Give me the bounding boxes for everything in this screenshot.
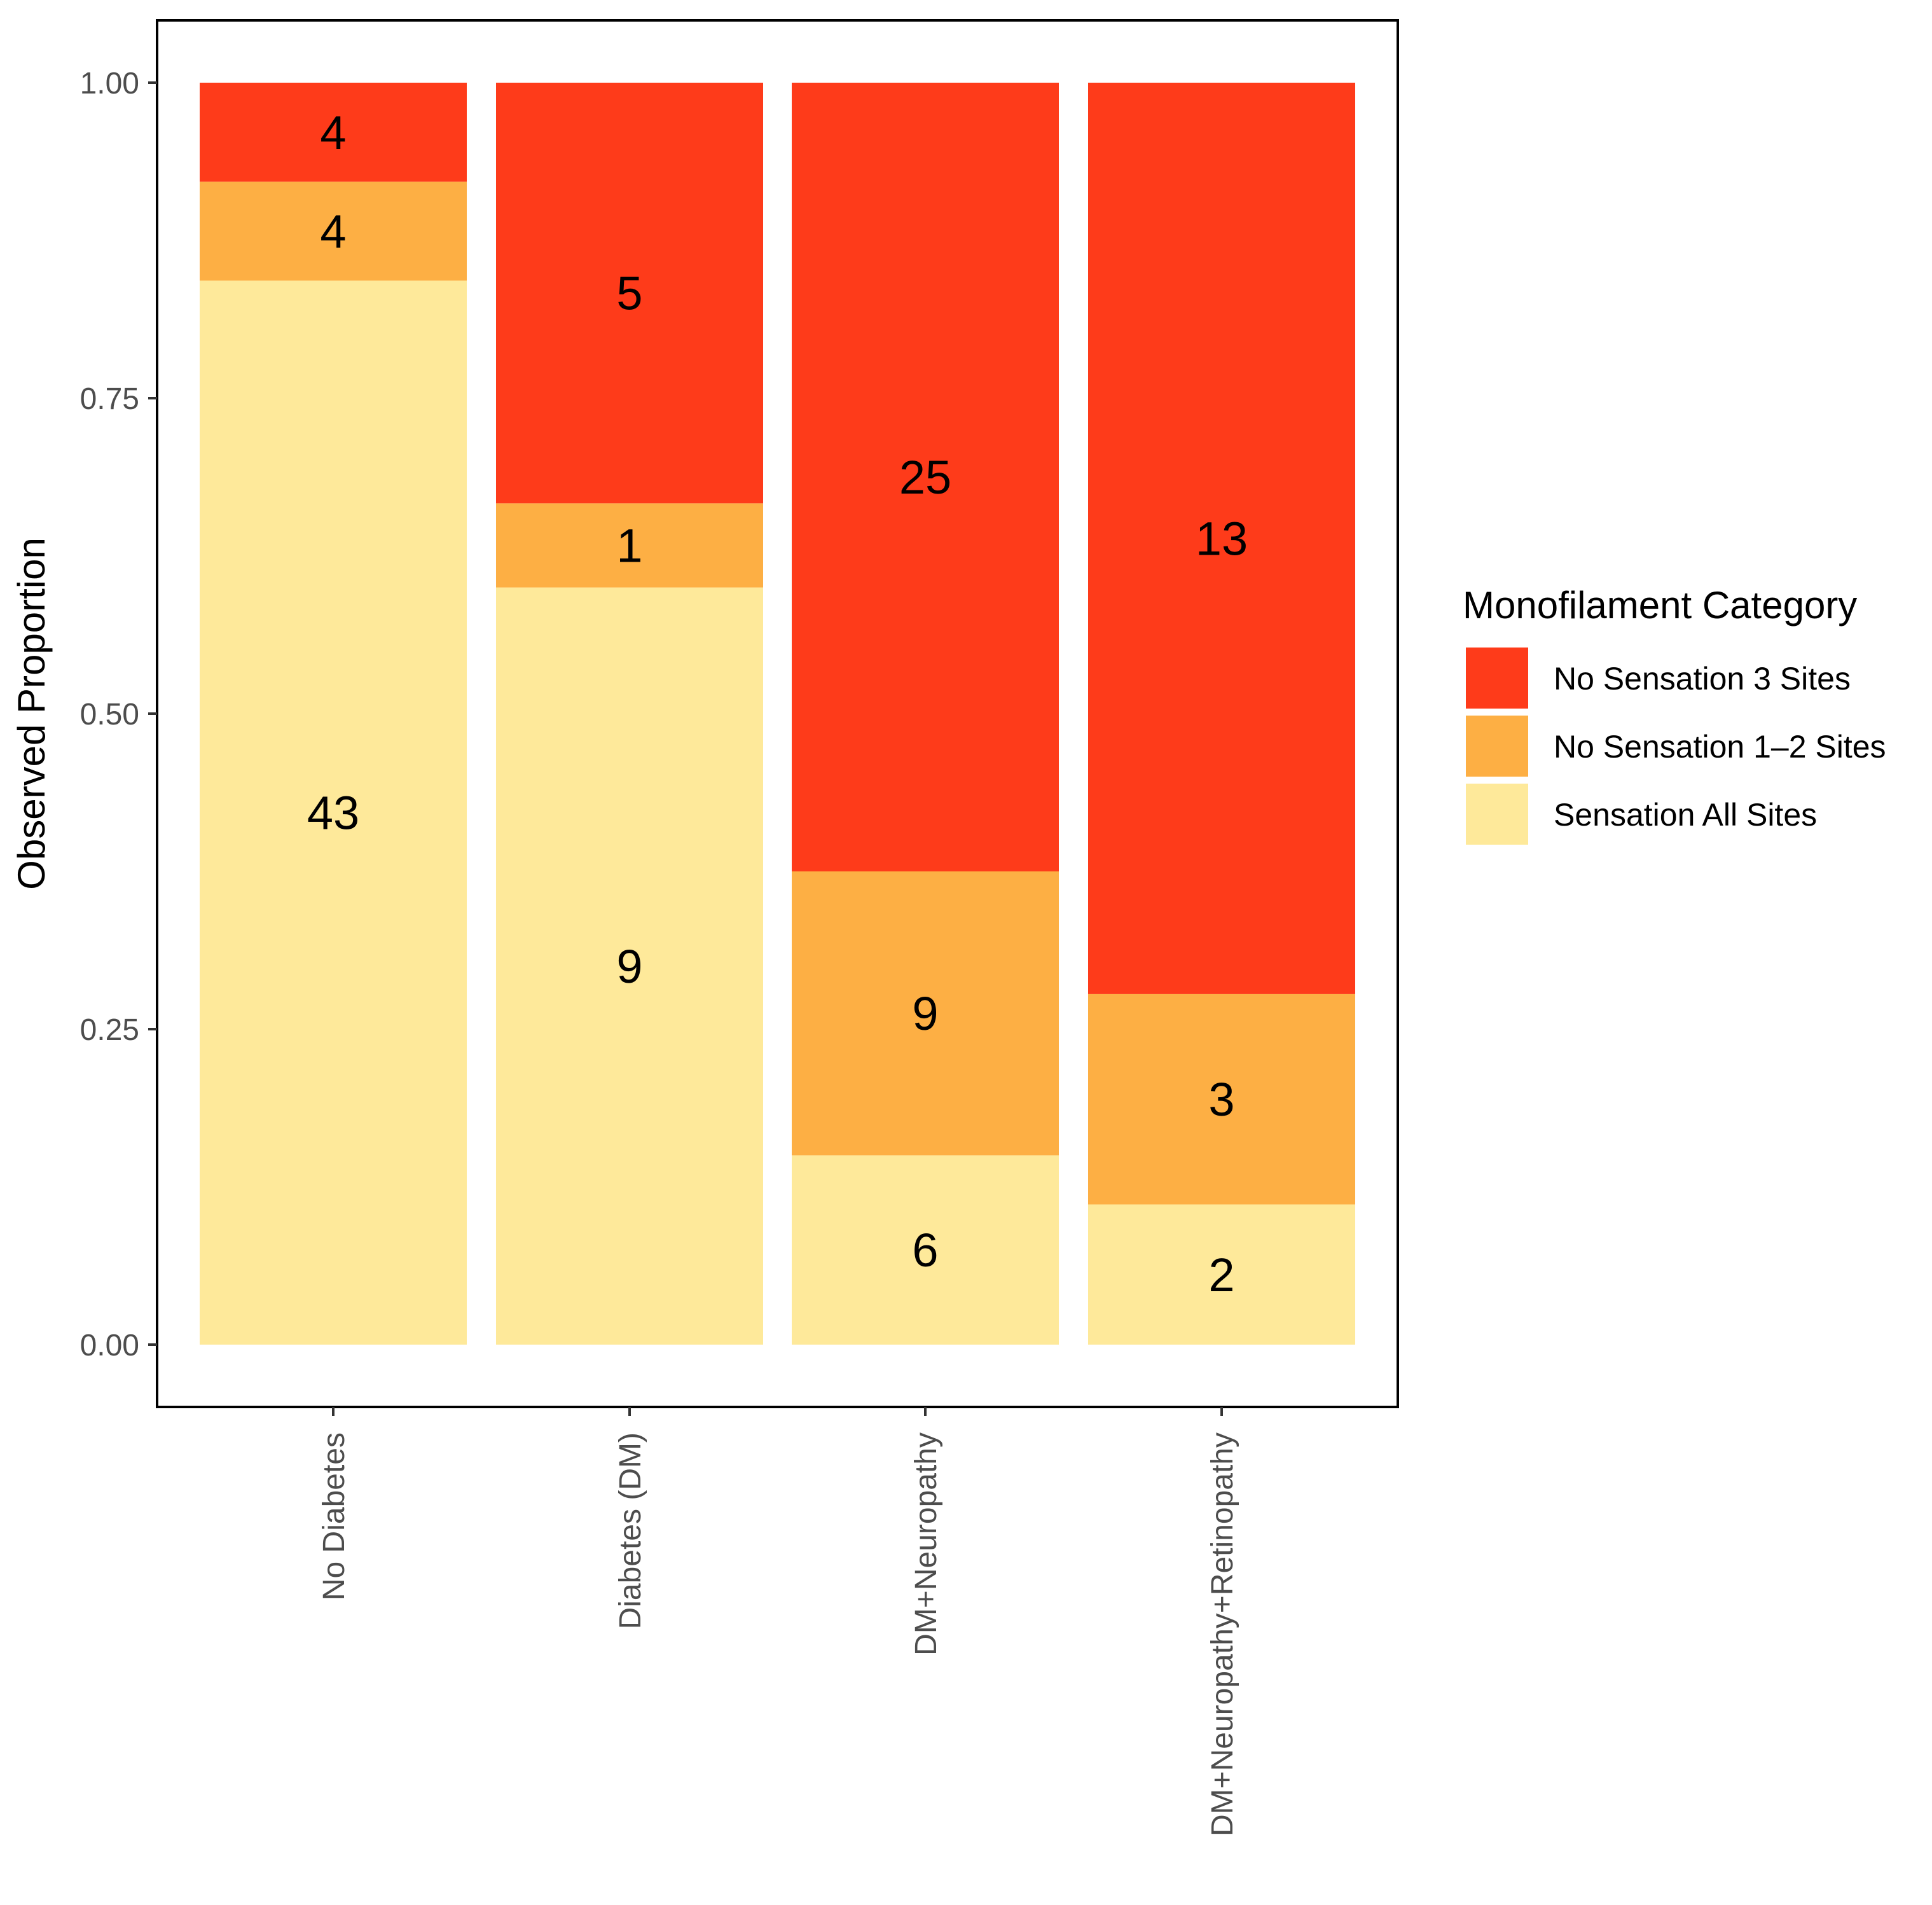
legend-key-sensation-all-sites: [1466, 784, 1528, 845]
data-label-no-diabetes-no-sensation-1-2-sites: 4: [320, 205, 346, 258]
legend-key-no-sensation-1-2-sites: [1466, 716, 1528, 777]
data-label-diabetes-dm-sensation-all-sites: 9: [616, 940, 642, 993]
bar-diabetes-dm-sensation-all-sites: [496, 587, 763, 1345]
legend: Monofilament Category No Sensation 3 Sit…: [1463, 584, 1886, 845]
bar-no-diabetes-no-sensation-1-2-sites: [200, 181, 467, 281]
x-tick-label-diabetes-dm: Diabetes (DM): [614, 1432, 647, 1629]
y-axis: 0.00 0.25 0.50 0.75 1.00: [80, 67, 157, 1362]
y-axis-label: Observed Proportion: [10, 537, 53, 890]
data-label-no-diabetes-no-sensation-3-sites: 4: [320, 106, 346, 159]
y-tick-label: 0.75: [80, 382, 139, 416]
y-tick-label: 0.00: [80, 1329, 139, 1362]
x-axis: No Diabetes Diabetes (DM) DM+Neuropathy DM+…: [317, 1407, 1239, 1836]
bar-no-diabetes-sensation-all-sites: [200, 281, 467, 1345]
bar-dm-neuropathy-retinopathy-sensation-all-sites: [1088, 1204, 1355, 1345]
data-label-diabetes-dm-no-sensation-3-sites: 5: [616, 267, 642, 320]
bar-dm-neuropathy-sensation-all-sites: [792, 1155, 1059, 1345]
y-tick-label: 1.00: [80, 67, 139, 100]
bar-dm-neuropathy-no-sensation-1-2-sites: [792, 871, 1059, 1156]
legend-title: Monofilament Category: [1463, 584, 1857, 627]
data-label-dm-neuropathy-retinopathy-no-sensation-3-sites: 13: [1196, 512, 1248, 565]
data-label-dm-neuropathy-sensation-all-sites: 6: [912, 1224, 938, 1277]
legend-label-no-sensation-3-sites: No Sensation 3 Sites: [1554, 661, 1851, 696]
legend-label-sensation-all-sites: Sensation All Sites: [1554, 797, 1817, 833]
data-label-dm-neuropathy-no-sensation-3-sites: 25: [899, 451, 951, 504]
bar-diabetes-dm-no-sensation-3-sites: [496, 83, 763, 504]
data-label-dm-neuropathy-no-sensation-1-2-sites: 9: [912, 987, 938, 1040]
y-tick-label: 0.25: [80, 1013, 139, 1047]
x-tick-label-dm-neuropathy-retinopathy: DM+Neuropathy+Retinopathy: [1206, 1432, 1239, 1836]
bar-dm-neuropathy-retinopathy-no-sensation-1-2-sites: [1088, 994, 1355, 1205]
data-label-diabetes-dm-no-sensation-1-2-sites: 1: [616, 519, 642, 572]
data-label-dm-neuropathy-retinopathy-sensation-all-sites: 2: [1208, 1249, 1234, 1301]
bar-dm-neuropathy-no-sensation-3-sites: [792, 83, 1059, 871]
bar-diabetes-dm-no-sensation-1-2-sites: [496, 503, 763, 588]
bars-layer: 43 4 4 9 1 5 6 9 25 2 3 13: [200, 83, 1355, 1345]
x-tick-label-no-diabetes: No Diabetes: [317, 1432, 351, 1600]
data-label-dm-neuropathy-retinopathy-no-sensation-1-2-sites: 3: [1208, 1073, 1234, 1126]
data-label-no-diabetes-sensation-all-sites: 43: [307, 787, 359, 840]
legend-key-no-sensation-3-sites: [1466, 648, 1528, 709]
bar-dm-neuropathy-retinopathy-no-sensation-3-sites: [1088, 83, 1355, 994]
y-tick-label: 0.50: [80, 698, 139, 731]
x-tick-label-dm-neuropathy: DM+Neuropathy: [909, 1432, 943, 1656]
bar-no-diabetes-no-sensation-3-sites: [200, 83, 467, 182]
legend-label-no-sensation-1-2-sites: No Sensation 1–2 Sites: [1554, 729, 1886, 765]
